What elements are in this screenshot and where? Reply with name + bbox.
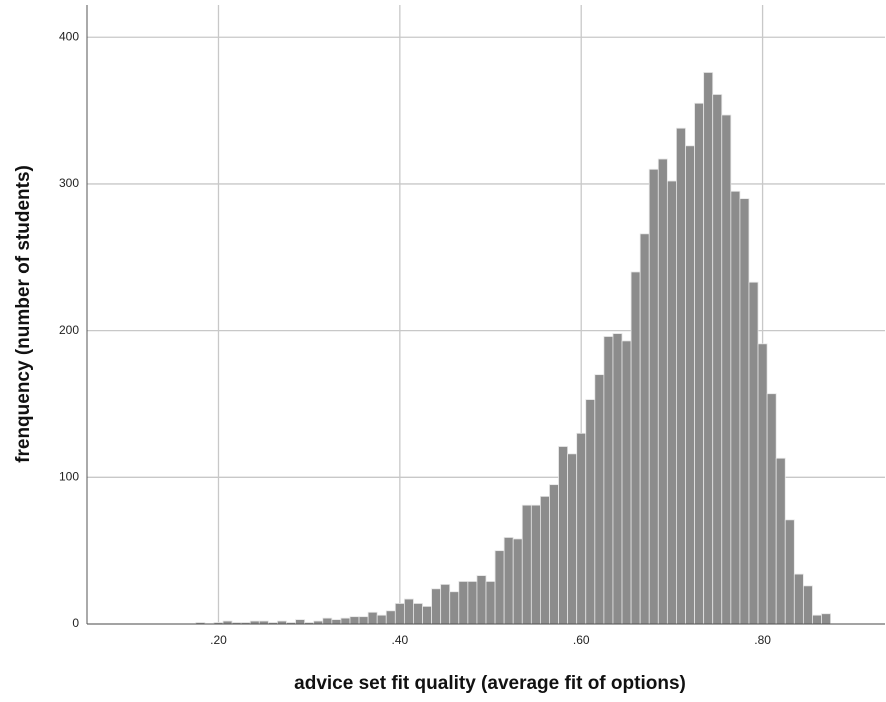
bar bbox=[730, 190, 741, 625]
bar bbox=[521, 504, 532, 625]
bar bbox=[413, 603, 423, 625]
bar bbox=[802, 585, 813, 625]
bar bbox=[639, 233, 650, 625]
bar bbox=[821, 613, 831, 625]
bar bbox=[376, 614, 387, 625]
bar bbox=[648, 168, 659, 625]
bar bbox=[685, 145, 695, 625]
y-tick-label: 100 bbox=[59, 469, 79, 483]
bar bbox=[467, 581, 478, 625]
bar bbox=[494, 550, 505, 625]
bar bbox=[431, 588, 442, 625]
bar bbox=[449, 591, 460, 625]
bar bbox=[485, 581, 496, 625]
bar bbox=[394, 603, 405, 625]
y-tick-label: 400 bbox=[59, 29, 79, 43]
bar bbox=[793, 573, 804, 625]
bar bbox=[540, 495, 550, 625]
bar bbox=[422, 605, 432, 625]
bar bbox=[612, 333, 623, 625]
bar bbox=[721, 114, 732, 625]
bar bbox=[784, 519, 795, 625]
bar bbox=[576, 432, 587, 625]
bar bbox=[630, 271, 641, 625]
bar bbox=[340, 617, 351, 625]
bar bbox=[703, 72, 714, 625]
bar bbox=[458, 581, 469, 625]
y-tick-label: 0 bbox=[72, 616, 79, 630]
x-axis-title: advice set fit quality (average fit of o… bbox=[294, 673, 686, 694]
bar bbox=[775, 457, 786, 625]
y-axis-title: frenquency (number of students) bbox=[13, 165, 34, 463]
bar bbox=[812, 614, 822, 625]
x-tick-label: .40 bbox=[392, 633, 409, 647]
bar bbox=[331, 619, 342, 625]
bar bbox=[585, 399, 596, 625]
bar bbox=[712, 94, 723, 625]
bar bbox=[603, 336, 614, 625]
x-tick-label: .60 bbox=[573, 633, 590, 647]
bar bbox=[367, 611, 378, 625]
bar bbox=[322, 617, 333, 625]
x-tick-label: .20 bbox=[210, 633, 227, 647]
bar bbox=[549, 484, 559, 625]
bar bbox=[558, 446, 569, 625]
x-tick-label: .80 bbox=[754, 633, 771, 647]
bar bbox=[440, 583, 451, 625]
bar bbox=[657, 158, 668, 625]
bar bbox=[295, 619, 306, 625]
y-tick-label: 300 bbox=[59, 176, 79, 190]
bar bbox=[358, 616, 369, 625]
bar bbox=[349, 616, 360, 625]
bar bbox=[766, 393, 777, 625]
bar bbox=[757, 343, 768, 625]
bar bbox=[530, 504, 541, 625]
bar bbox=[567, 453, 578, 625]
bar bbox=[385, 610, 396, 625]
bar bbox=[748, 281, 759, 625]
bar bbox=[594, 374, 605, 625]
bar bbox=[676, 127, 686, 625]
bar bbox=[512, 538, 523, 625]
bar bbox=[621, 340, 632, 625]
bar bbox=[476, 575, 487, 625]
bar bbox=[503, 537, 514, 625]
bar bbox=[403, 598, 414, 625]
bar bbox=[739, 198, 750, 625]
y-tick-label: 200 bbox=[59, 323, 79, 337]
bar bbox=[666, 180, 677, 625]
bar bbox=[694, 102, 705, 625]
